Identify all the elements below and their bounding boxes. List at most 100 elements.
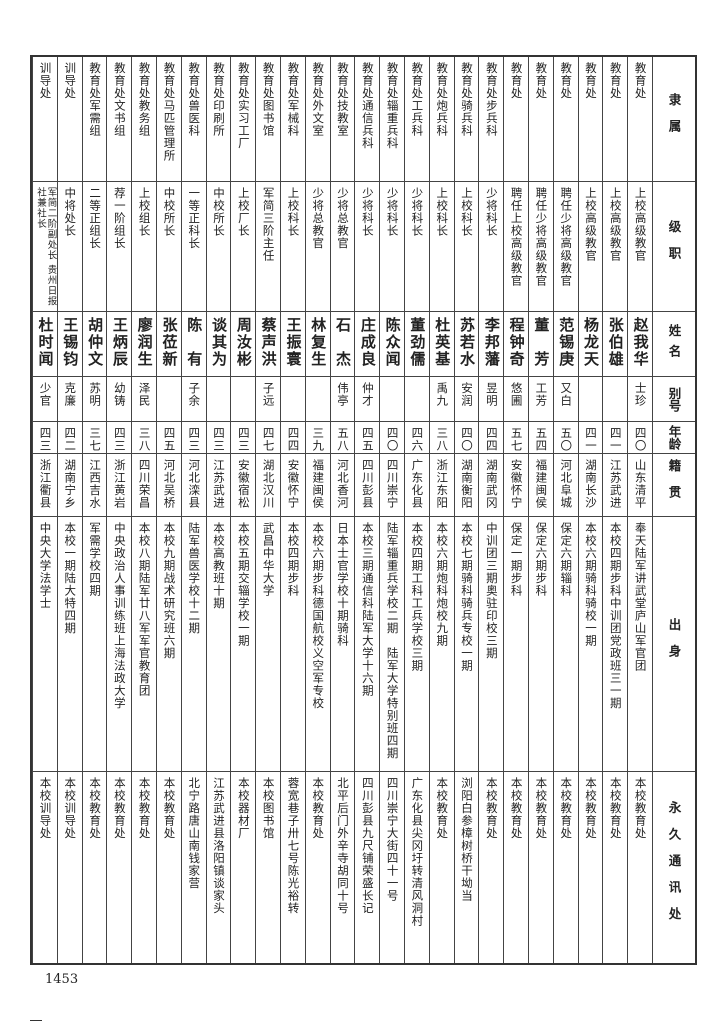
age-cell: 四一 bbox=[603, 422, 628, 454]
courtesy-name-text: 又白 bbox=[559, 382, 574, 407]
native-place-cell: 江西吉水 bbox=[82, 454, 107, 517]
native-place-cell: 安徽怀宁 bbox=[504, 454, 529, 517]
education-cell: 军需学校四期 bbox=[82, 517, 107, 772]
rank-position-cell: 少将科长 bbox=[355, 182, 380, 312]
affiliation-text: 教育处 bbox=[608, 62, 623, 100]
education-text: 本校五期交辎学校一期 bbox=[236, 522, 251, 647]
courtesy-name-cell bbox=[405, 377, 429, 422]
education-text: 军需学校四期 bbox=[88, 522, 103, 597]
native-place-cell: 四川彭县 bbox=[355, 454, 380, 517]
name-text: 赵我华 bbox=[631, 317, 650, 368]
age-cell: 三八 bbox=[429, 422, 454, 454]
native-place-text: 河北滦县 bbox=[187, 459, 202, 509]
native-place-text: 四川荣昌 bbox=[137, 459, 152, 509]
header-affiliation-cell: 隶属 bbox=[653, 57, 695, 182]
name-text: 董 芳 bbox=[532, 317, 551, 368]
name-text: 蔡声洪 bbox=[259, 317, 278, 368]
name-cell: 石 杰 bbox=[330, 312, 355, 377]
name-cell: 张伯雄 bbox=[603, 312, 628, 377]
age-cell: 四五 bbox=[157, 422, 181, 454]
name-cell: 林复生 bbox=[305, 312, 330, 377]
age-text: 四五 bbox=[360, 427, 375, 452]
native-place-cell: 河北香河 bbox=[330, 454, 355, 517]
age-cell: 四〇 bbox=[454, 422, 479, 454]
header-education-text: 出身 bbox=[666, 617, 682, 671]
native-place-cell: 湖南衡阳 bbox=[454, 454, 479, 517]
age-text: 四四 bbox=[286, 427, 301, 452]
permanent-address-cell: 本校教育处 bbox=[107, 772, 131, 963]
native-place-text: 湖南衡阳 bbox=[460, 459, 475, 509]
rank-position-cell: 中校所长 bbox=[157, 182, 181, 312]
affiliation-text: 教育处图书馆 bbox=[261, 62, 276, 137]
rank-position-cell: 二等正组长 bbox=[82, 182, 107, 312]
permanent-address-cell: 本校教育处 bbox=[579, 772, 603, 963]
rank-position-cell: 一等正科长 bbox=[181, 182, 206, 312]
age-text: 五八 bbox=[336, 427, 351, 452]
native-place-cell: 江苏武进 bbox=[603, 454, 628, 517]
permanent-address-text: 本校教育处 bbox=[162, 777, 177, 840]
rank-position-cell: 中校所长 bbox=[206, 182, 231, 312]
person-column: 教育处工兵科 少将科长 董劲儒 四六 广东化县 本校四期工科工兵学校三期 广东化县尖冈圩转清… bbox=[404, 57, 429, 963]
education-text: 本校一期陆大特四期 bbox=[63, 522, 78, 635]
person-column: 教育处实习工厂 上校厂长 周汝彬 四三 安徽宿松 本校五期交辎学校一期 本校器材厂 bbox=[230, 57, 256, 963]
rank-position-cell: 上校高级教官 bbox=[628, 182, 652, 312]
affiliation-text: 教育处炮兵科 bbox=[435, 62, 450, 137]
permanent-address-cell: 本校教育处 bbox=[479, 772, 503, 963]
name-cell: 陈众闻 bbox=[380, 312, 405, 377]
name-text: 陈 有 bbox=[185, 317, 204, 368]
header-name-cell: 姓名 bbox=[653, 312, 695, 377]
age-cell: 四七 bbox=[256, 422, 281, 454]
header-education-cell: 出身 bbox=[653, 517, 695, 772]
name-cell: 杜英基 bbox=[429, 312, 454, 377]
rank-position-cell: 少将总教官 bbox=[330, 182, 355, 312]
affiliation-cell: 教育处马匹管理所 bbox=[157, 57, 181, 182]
native-place-cell: 浙江黄岩 bbox=[107, 454, 132, 517]
education-text: 本校九期战术研究班六期 bbox=[162, 522, 177, 660]
affiliation-text: 教育处 bbox=[559, 62, 574, 100]
affiliation-cell: 教育处炮兵科 bbox=[429, 57, 454, 182]
header-courtesy-name-text: 别号 bbox=[666, 386, 682, 412]
rank-position-text: 上校高级教官 bbox=[633, 187, 648, 262]
affiliation-text: 教育处兽医科 bbox=[187, 62, 202, 137]
permanent-address-text: 本校教育处 bbox=[608, 777, 623, 840]
permanent-address-text: 本校教育处 bbox=[584, 777, 598, 840]
education-cell: 中央政治人事训练班上海法政大学 bbox=[107, 517, 132, 772]
affiliation-cell: 教育处图书馆 bbox=[256, 57, 281, 182]
affiliation-text: 教育处印刷所 bbox=[212, 62, 227, 137]
native-place-cell: 四川崇宁 bbox=[380, 454, 405, 517]
permanent-address-cell: 本校教育处 bbox=[628, 772, 652, 963]
affiliation-text: 教育处通信兵科 bbox=[360, 62, 375, 150]
name-text: 谈其为 bbox=[210, 317, 229, 368]
native-place-text: 湖南长沙 bbox=[584, 459, 598, 509]
permanent-address-cell: 本校教育处 bbox=[306, 772, 330, 963]
permanent-address-text: 本校器材厂 bbox=[236, 777, 251, 840]
courtesy-name-cell: 子余 bbox=[181, 377, 206, 422]
permanent-address-cell: 本校训导处 bbox=[58, 772, 82, 963]
education-text: 本校六期炮科炮校九期 bbox=[435, 522, 450, 647]
name-cell: 杨龙天 bbox=[578, 312, 603, 377]
native-place-text: 江西吉水 bbox=[88, 459, 103, 509]
native-place-text: 河北香河 bbox=[336, 459, 351, 509]
name-text: 张莅新 bbox=[160, 317, 179, 368]
header-permanent-address-cell: 永久通讯处 bbox=[653, 772, 695, 963]
rank-position-cell: 少将科长 bbox=[405, 182, 429, 312]
native-place-cell: 湖北汉川 bbox=[256, 454, 281, 517]
name-text: 石 杰 bbox=[334, 317, 353, 368]
rank-position-cell: 聘任上校高级教官 bbox=[504, 182, 529, 312]
name-text: 廖润生 bbox=[135, 317, 154, 368]
courtesy-name-text: 昱明 bbox=[484, 382, 499, 407]
education-text: 保定六期辎科 bbox=[559, 522, 574, 597]
native-place-text: 江苏武进 bbox=[608, 459, 623, 509]
person-column: 教育处图书馆 军简三阶主任 蔡声洪 子远 四七 湖北汉川 武昌中华大学 本校图书馆 bbox=[255, 57, 281, 963]
rank-position-text: 中将处长 bbox=[63, 187, 78, 237]
margin-mark bbox=[30, 1020, 42, 1021]
affiliation-cell: 训导处 bbox=[57, 57, 82, 182]
permanent-address-cell: 北平后门外辛寺胡同十号 bbox=[331, 772, 355, 963]
courtesy-name-text: 工芳 bbox=[534, 382, 549, 407]
rank-position-text: 少将科长 bbox=[385, 187, 400, 237]
affiliation-cell: 教育处 bbox=[504, 57, 529, 182]
education-cell: 保定一期步科 bbox=[504, 517, 529, 772]
native-place-cell: 河北滦县 bbox=[181, 454, 206, 517]
permanent-address-cell: 四川彭县九尺铺荣盛长记 bbox=[355, 772, 379, 963]
native-place-text: 福建闽侯 bbox=[534, 459, 549, 509]
